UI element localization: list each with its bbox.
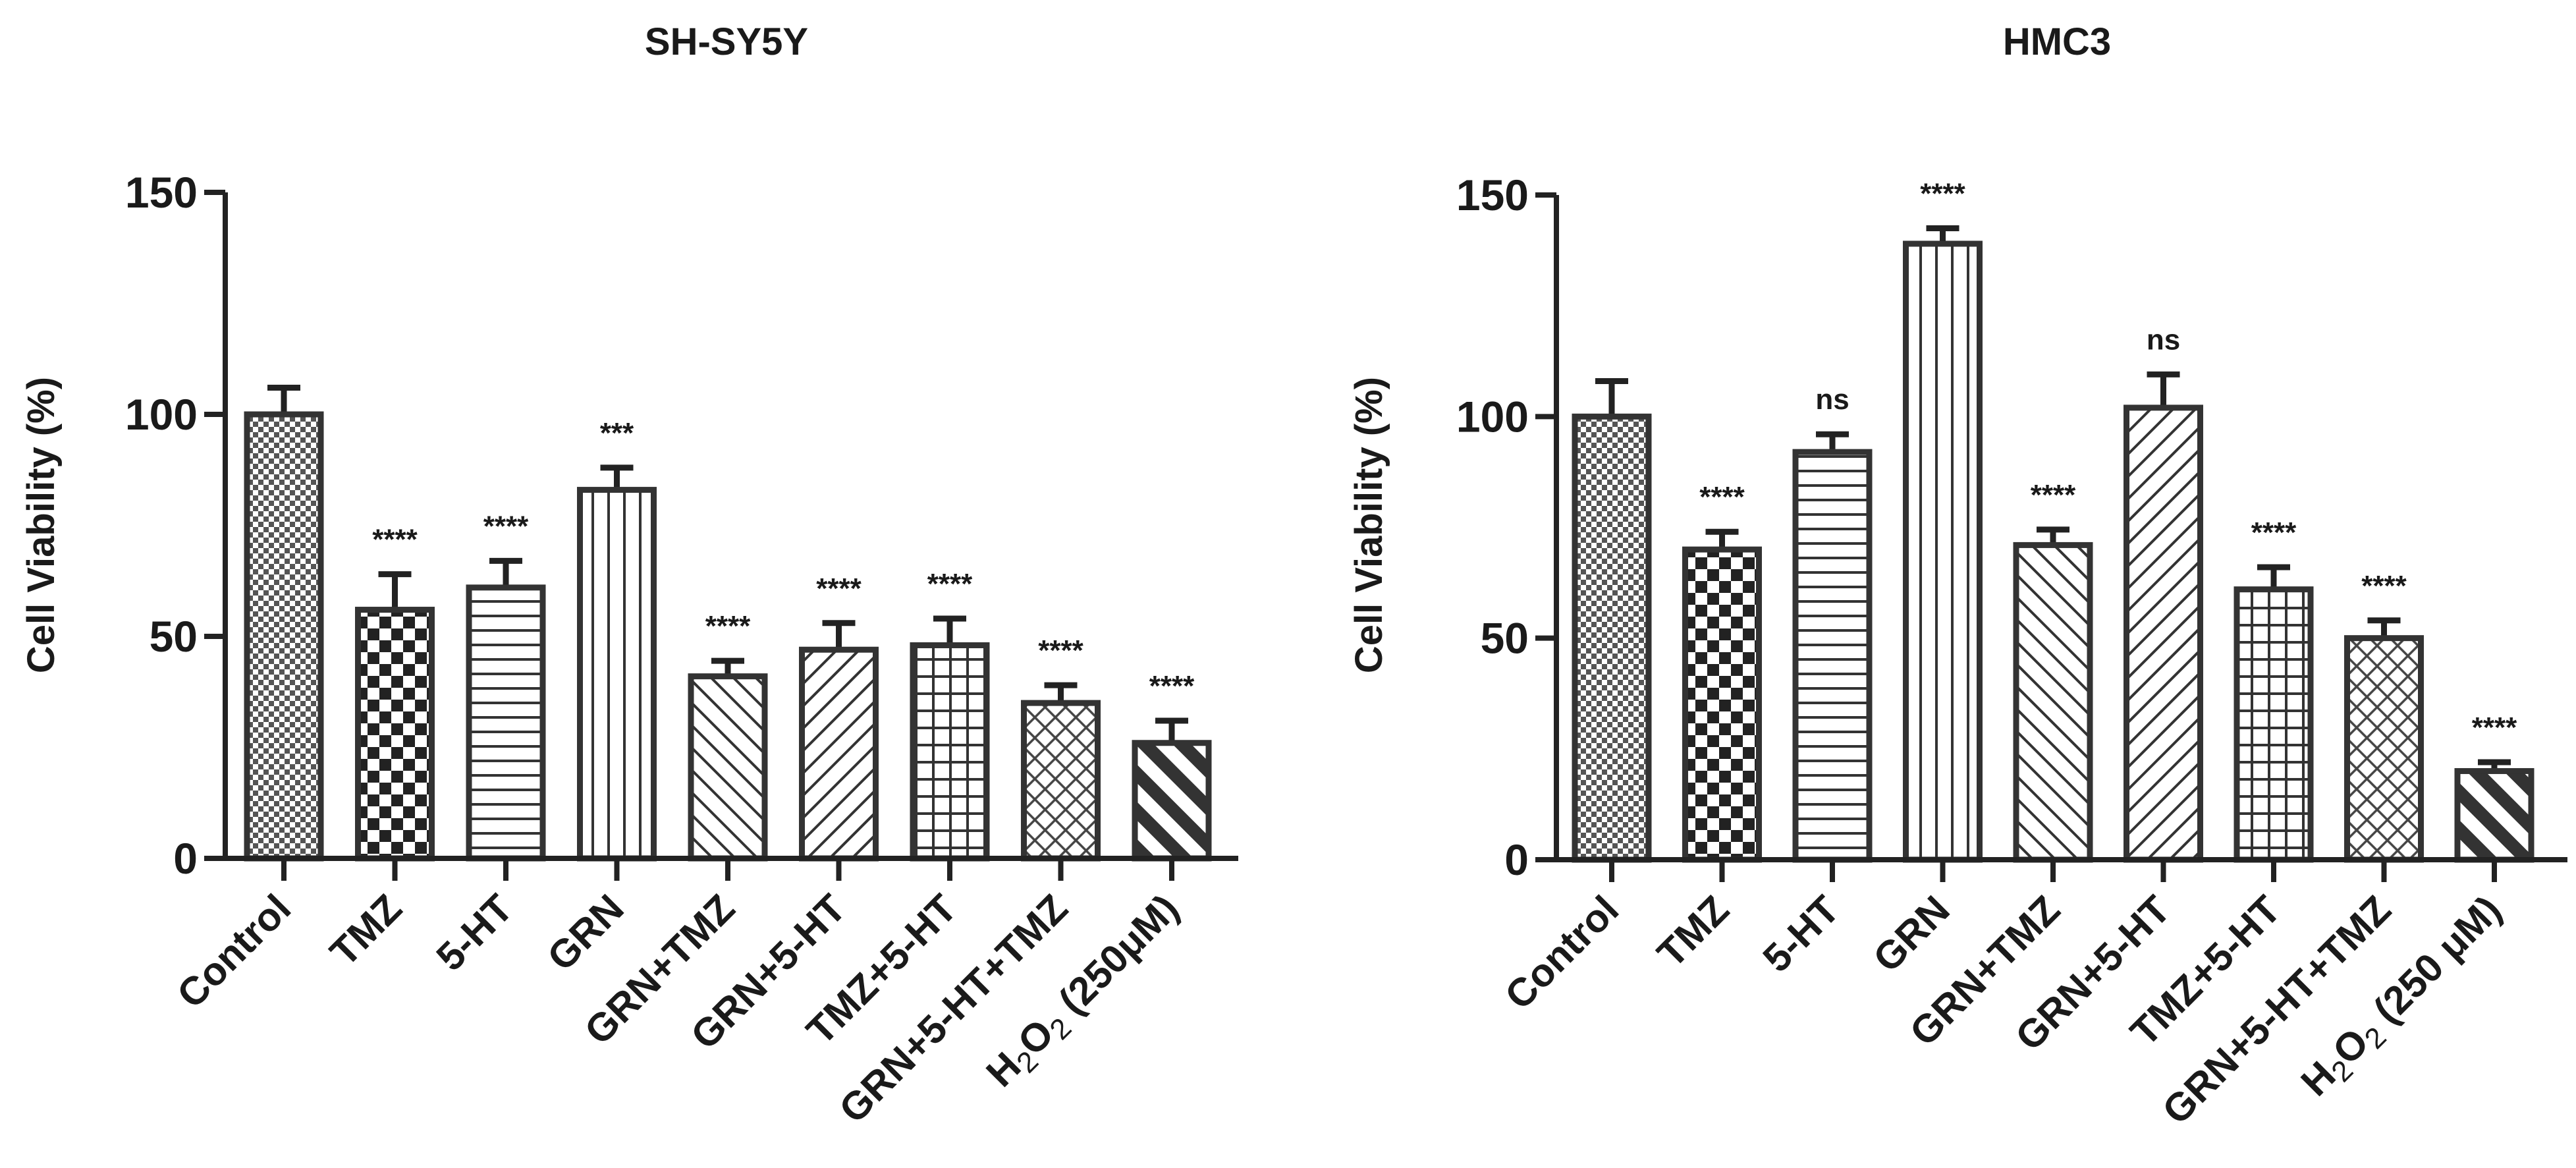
x-tick-label: TMZ bbox=[321, 886, 410, 975]
x-tick-label: 5-HT bbox=[1755, 887, 1848, 981]
y-ticks: 0 50 100 150 bbox=[125, 168, 225, 883]
bar bbox=[2454, 767, 2535, 863]
significance-label: **** bbox=[2251, 516, 2297, 549]
y-tick-label: 100 bbox=[1456, 392, 1529, 441]
x-tick-label: TMZ bbox=[1649, 887, 1738, 976]
x-tick-labels: Control TMZ 5-HT GRNGRN+TMZGRN+5-HTTMZ+5-HT… bbox=[169, 886, 1191, 1132]
y-tick-label: 0 bbox=[173, 834, 198, 883]
x-tick-label: H2​O2​ (250 μM) bbox=[2293, 887, 2514, 1109]
y-axis-label: Cell Viability (%) bbox=[1348, 377, 1390, 673]
significance-label: ns bbox=[2147, 323, 2180, 356]
y-tick-label: 0 bbox=[1504, 835, 1529, 884]
significance-label: **** bbox=[1699, 481, 1745, 513]
bar bbox=[466, 584, 546, 862]
significance-label: **** bbox=[2361, 570, 2407, 602]
y-tick-label: 150 bbox=[1456, 171, 1529, 219]
significance-label: ns bbox=[1815, 383, 1849, 416]
significance-label: **** bbox=[1920, 177, 1965, 209]
bars: **** ns **** **** ns **** **** **** bbox=[1572, 177, 2535, 863]
bar bbox=[2124, 404, 2203, 863]
significance-label: **** bbox=[483, 510, 529, 542]
significance-label: **** bbox=[1038, 634, 1083, 667]
significance-label: **** bbox=[1149, 670, 1195, 702]
significance-label: *** bbox=[600, 417, 634, 449]
y-tick-label: 50 bbox=[1481, 614, 1529, 663]
bar bbox=[244, 411, 324, 862]
bar bbox=[1792, 449, 1873, 863]
bar bbox=[688, 673, 768, 862]
axes bbox=[1554, 195, 2567, 882]
y-tick-label: 100 bbox=[125, 390, 198, 439]
y-tick-label: 50 bbox=[150, 612, 198, 661]
significance-label: **** bbox=[2031, 479, 2076, 511]
axes bbox=[223, 192, 1238, 881]
x-tick-label: GRN bbox=[1865, 887, 1958, 981]
chart-panel-sh-sy5y: SH-SY5Y Cell Viability (%) 0 50 100 150 ***… bbox=[20, 20, 1238, 1131]
significance-label: **** bbox=[2472, 711, 2517, 744]
bar bbox=[2013, 542, 2093, 863]
bar bbox=[1021, 700, 1101, 862]
significance-label: **** bbox=[927, 568, 973, 600]
y-ticks: 0 50 100 150 bbox=[1456, 171, 1556, 884]
y-axis-label: Cell Viability (%) bbox=[20, 377, 63, 673]
bar bbox=[910, 642, 990, 862]
bar bbox=[1132, 740, 1212, 862]
bars: **** *************** ************ bbox=[244, 385, 1212, 862]
x-tick-label: H2​O2​ (250μM) bbox=[977, 886, 1191, 1099]
x-tick-label: Control bbox=[169, 886, 299, 1016]
x-tick-label: Control bbox=[1496, 887, 1627, 1018]
chart-title: SH-SY5Y bbox=[645, 20, 808, 63]
x-tick-label: 5-HT bbox=[428, 886, 522, 980]
chart-panel-hmc3: HMC3 Cell Viability (%) 0 50 100 150 **** ns… bbox=[1348, 20, 2567, 1132]
bar bbox=[799, 646, 879, 862]
x-tick-labels: Control TMZ 5-HT GRNGRN+TMZGRN+5-HTTMZ+5-HT… bbox=[1496, 887, 2514, 1133]
y-tick-label: 150 bbox=[125, 168, 198, 217]
bar bbox=[1903, 240, 1983, 863]
significance-label: **** bbox=[705, 610, 751, 642]
bar bbox=[1572, 413, 1652, 863]
significance-label: **** bbox=[372, 524, 418, 556]
bar bbox=[2344, 635, 2424, 863]
x-tick-label: GRN bbox=[539, 886, 632, 980]
significance-label: **** bbox=[816, 572, 862, 605]
bar bbox=[1682, 546, 1762, 863]
bar bbox=[2233, 586, 2314, 863]
bar bbox=[577, 487, 657, 862]
bar bbox=[355, 607, 435, 862]
chart-title: HMC3 bbox=[2003, 20, 2111, 63]
